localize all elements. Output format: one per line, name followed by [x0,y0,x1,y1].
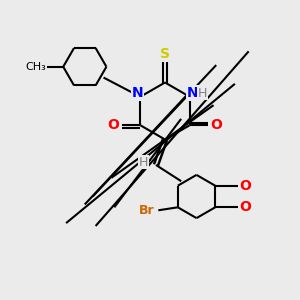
Text: H: H [139,155,148,169]
Text: Br: Br [139,204,155,217]
Text: O: O [211,118,223,132]
Text: O: O [107,118,119,132]
Text: N: N [132,86,144,100]
Text: S: S [160,47,170,61]
Text: O: O [239,200,251,214]
Text: N: N [186,86,198,100]
Text: H: H [198,87,207,100]
Text: O: O [239,179,251,193]
Text: CH₃: CH₃ [25,62,46,72]
